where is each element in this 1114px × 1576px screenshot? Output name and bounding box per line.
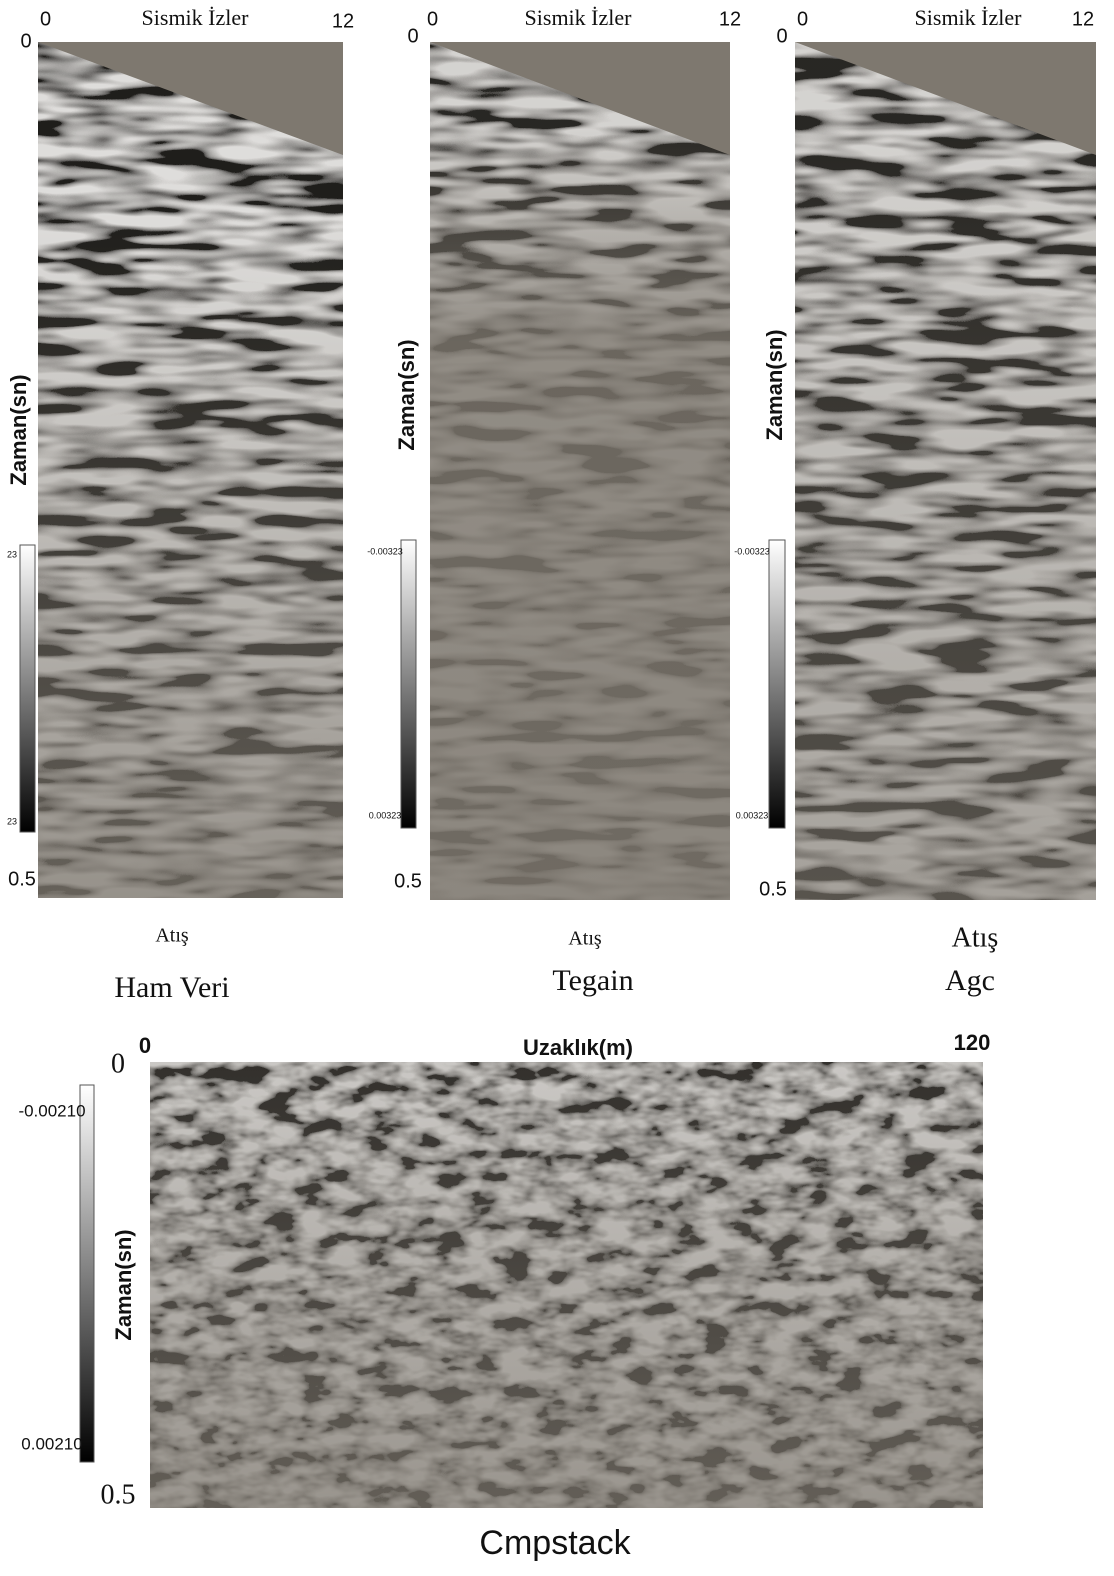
section-fade <box>795 42 1096 900</box>
x-label: Atış <box>568 928 602 950</box>
colorbar-bottom: 0.00323 <box>369 810 402 820</box>
panel-title: Ham Veri <box>114 971 229 1004</box>
section-fade <box>150 1062 983 1508</box>
y-label: Zaman(sn) <box>394 339 419 450</box>
y-bottom: 0.5 <box>8 868 36 890</box>
panel-cmpstack: 0 Uzaklık(m) 120 0 0.5 Zaman(sn) -0.0021… <box>18 1030 990 1562</box>
first-arrival-mute <box>38 42 343 155</box>
top-right: 12 <box>719 8 741 30</box>
panel-tegain: 0 Sismik İzler 12 0 0.5 Zaman(sn) -0.003… <box>367 5 741 997</box>
y-label: Zaman(sn) <box>762 329 787 440</box>
colorbar-top: -0.00323 <box>367 546 403 556</box>
x-label: Atış <box>155 925 189 947</box>
section-fade <box>430 42 730 900</box>
colorbar <box>19 544 36 833</box>
panel-title: Cmpstack <box>479 1524 631 1562</box>
colorbar-bottom: 0.00323 <box>736 810 769 820</box>
y-top: 0 <box>111 1048 125 1079</box>
y-top: 0 <box>776 25 787 47</box>
first-arrival-mute <box>795 42 1096 155</box>
colorbar <box>400 539 417 829</box>
top-left: 0 <box>40 8 51 30</box>
top-label: Sismik İzler <box>915 5 1023 30</box>
y-bottom: 0.5 <box>759 878 787 900</box>
top-right: 12 <box>1072 8 1094 30</box>
y-label: Zaman(sn) <box>6 374 31 485</box>
panel-ham-veri: 0 Sismik İzler 12 0 0.5 Zaman(sn) 23 23 … <box>6 5 354 1004</box>
colorbar <box>768 539 786 829</box>
y-top: 0 <box>407 25 418 47</box>
panel-title: Agc <box>945 964 995 997</box>
top-left: 0 <box>139 1033 151 1058</box>
colorbar-top: -0.00210 <box>18 1101 85 1120</box>
top-label: Uzaklık(m) <box>523 1035 633 1060</box>
top-left: 0 <box>797 8 808 30</box>
top-label: Sismik İzler <box>142 5 250 30</box>
top-right: 120 <box>954 1030 991 1055</box>
colorbar-top: 23 <box>7 549 17 559</box>
y-label: Zaman(sn) <box>111 1229 136 1340</box>
y-bottom: 0.5 <box>394 870 422 892</box>
top-right: 12 <box>332 10 354 32</box>
top-left: 0 <box>427 8 438 30</box>
first-arrival-mute <box>430 42 730 155</box>
panel-agc: 0 Sismik İzler 12 0 0.5 Zaman(sn) -0.003… <box>734 5 1096 997</box>
colorbar-bottom: 0.00210 <box>21 1434 82 1453</box>
colorbar-top: -0.00323 <box>734 546 770 556</box>
colorbar-bottom: 23 <box>7 816 17 826</box>
colorbar <box>79 1084 95 1463</box>
y-top: 0 <box>20 30 31 52</box>
x-label: Atış <box>952 922 999 953</box>
top-label: Sismik İzler <box>525 5 633 30</box>
section-fade <box>38 42 343 898</box>
y-bottom: 0.5 <box>101 1479 136 1510</box>
panel-title: Tegain <box>552 964 633 997</box>
